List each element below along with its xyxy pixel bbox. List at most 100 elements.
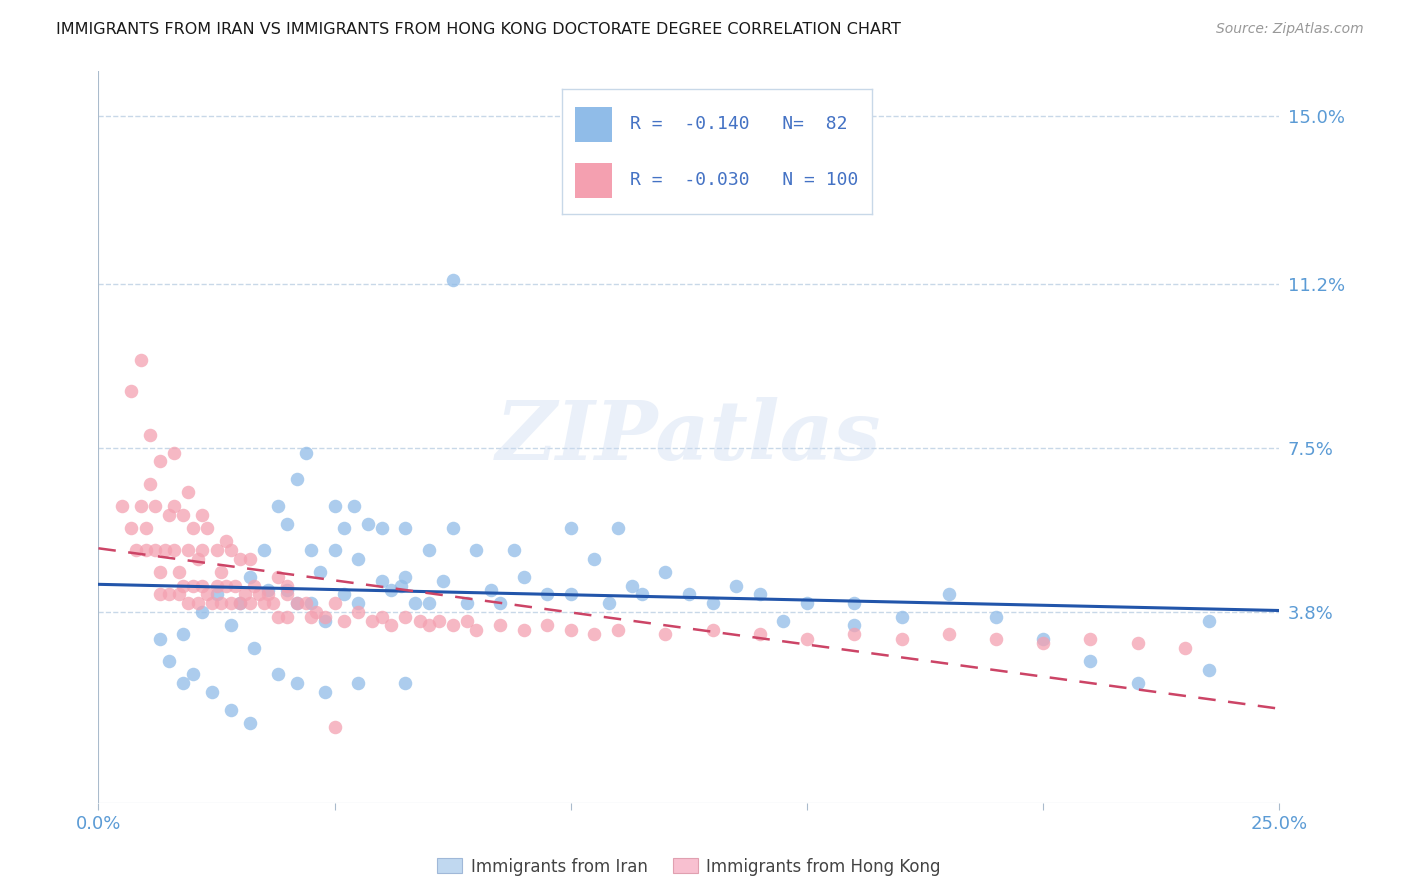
Point bbox=[456, 614, 478, 628]
Point bbox=[984, 632, 1007, 646]
Point bbox=[253, 543, 276, 558]
Point bbox=[205, 543, 228, 558]
Point bbox=[489, 618, 512, 632]
Point bbox=[371, 521, 394, 535]
Point bbox=[239, 570, 262, 584]
Point bbox=[305, 605, 328, 619]
Point bbox=[418, 543, 440, 558]
Point bbox=[224, 578, 246, 592]
Point bbox=[984, 609, 1007, 624]
Point bbox=[285, 596, 308, 610]
Point bbox=[143, 499, 166, 513]
Point bbox=[607, 521, 630, 535]
Point bbox=[285, 596, 308, 610]
Point bbox=[938, 587, 960, 601]
Point bbox=[314, 614, 336, 628]
Point bbox=[177, 543, 200, 558]
Point bbox=[195, 587, 218, 601]
Point bbox=[1126, 636, 1149, 650]
Point bbox=[167, 587, 190, 601]
Point bbox=[333, 614, 356, 628]
Point bbox=[209, 596, 232, 610]
Point bbox=[598, 596, 620, 610]
Point bbox=[229, 596, 252, 610]
Point bbox=[394, 570, 416, 584]
Point bbox=[748, 627, 770, 641]
Point bbox=[187, 596, 209, 610]
Point bbox=[678, 587, 700, 601]
Point bbox=[404, 596, 426, 610]
Point bbox=[441, 618, 464, 632]
Point bbox=[219, 596, 242, 610]
Point bbox=[389, 578, 412, 592]
Point bbox=[172, 627, 194, 641]
Text: IMMIGRANTS FROM IRAN VS IMMIGRANTS FROM HONG KONG DOCTORATE DEGREE CORRELATION C: IMMIGRANTS FROM IRAN VS IMMIGRANTS FROM … bbox=[56, 22, 901, 37]
Point bbox=[121, 384, 143, 398]
Point bbox=[361, 614, 384, 628]
Point bbox=[394, 521, 416, 535]
Point bbox=[143, 543, 166, 558]
Point bbox=[177, 485, 200, 500]
Point bbox=[299, 596, 322, 610]
Point bbox=[796, 632, 818, 646]
Point bbox=[276, 578, 298, 592]
Point bbox=[191, 605, 214, 619]
Point bbox=[267, 499, 290, 513]
Point bbox=[181, 578, 204, 592]
Point bbox=[157, 587, 180, 601]
Point bbox=[441, 521, 464, 535]
Point bbox=[560, 623, 582, 637]
Point bbox=[844, 627, 866, 641]
Point bbox=[276, 516, 298, 531]
Point bbox=[465, 623, 488, 637]
Point bbox=[560, 587, 582, 601]
Point bbox=[219, 703, 242, 717]
Point bbox=[512, 623, 534, 637]
Point bbox=[1032, 632, 1054, 646]
Point bbox=[267, 570, 290, 584]
Point bbox=[489, 596, 512, 610]
Point bbox=[465, 543, 488, 558]
Point bbox=[187, 552, 209, 566]
Point bbox=[209, 566, 232, 580]
Point bbox=[129, 352, 152, 367]
Point bbox=[172, 676, 194, 690]
Point bbox=[702, 596, 724, 610]
Point bbox=[129, 499, 152, 513]
Point bbox=[342, 499, 364, 513]
Point bbox=[219, 543, 242, 558]
Point bbox=[157, 654, 180, 668]
Point bbox=[408, 614, 430, 628]
Point bbox=[323, 721, 346, 735]
Point bbox=[621, 578, 644, 592]
Point bbox=[201, 596, 224, 610]
Point bbox=[323, 543, 346, 558]
Point bbox=[371, 574, 394, 589]
Point bbox=[149, 454, 172, 468]
Point bbox=[135, 543, 157, 558]
Point bbox=[748, 587, 770, 601]
Point bbox=[503, 543, 526, 558]
Point bbox=[796, 596, 818, 610]
Point bbox=[380, 582, 402, 597]
Point bbox=[205, 578, 228, 592]
Point bbox=[630, 587, 652, 601]
Point bbox=[536, 618, 558, 632]
Point bbox=[215, 534, 238, 549]
Point bbox=[583, 627, 606, 641]
Point bbox=[654, 627, 676, 641]
Point bbox=[844, 596, 866, 610]
Point bbox=[205, 587, 228, 601]
Bar bbox=[575, 163, 612, 198]
Point bbox=[243, 578, 266, 592]
Point bbox=[167, 566, 190, 580]
Point bbox=[418, 596, 440, 610]
Point bbox=[233, 587, 256, 601]
Point bbox=[125, 543, 148, 558]
Point bbox=[172, 508, 194, 522]
Point bbox=[239, 552, 262, 566]
Point bbox=[512, 570, 534, 584]
Point bbox=[938, 627, 960, 641]
Point bbox=[201, 685, 224, 699]
Point bbox=[1198, 614, 1220, 628]
